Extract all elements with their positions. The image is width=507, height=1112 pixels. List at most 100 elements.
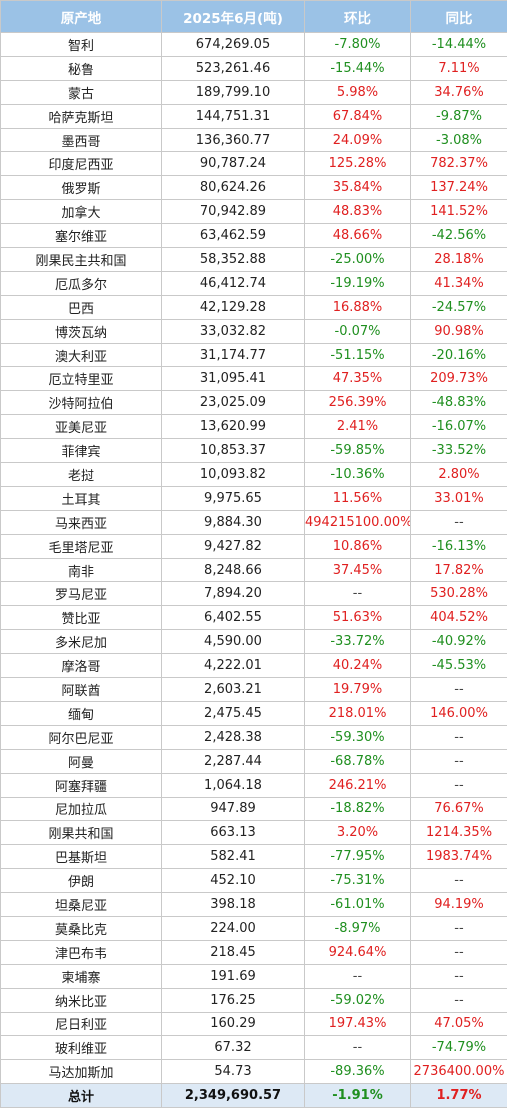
cell-yoy: 146.00% <box>410 700 507 726</box>
cell-yoy: -14.44% <box>410 32 507 57</box>
table-row: 阿塞拜疆 1,064.18 246.21% -- <box>0 772 507 798</box>
cell-origin: 土耳其 <box>0 485 162 511</box>
cell-mom: -- <box>304 581 411 607</box>
cell-yoy: -- <box>410 868 507 894</box>
cell-mom: 5.98% <box>304 79 411 105</box>
cell-origin: 尼日利亚 <box>0 1011 162 1037</box>
table-row: 刚果共和国 663.13 3.20% 1214.35% <box>0 820 507 846</box>
cell-mom: -- <box>304 1035 411 1061</box>
cell-origin: 赞比亚 <box>0 605 162 631</box>
table-row: 坦桑尼亚 398.18 -61.01% 94.19% <box>0 892 507 917</box>
cell-mom: -68.78% <box>304 748 411 774</box>
table-row: 塞尔维亚 63,462.59 48.66% -42.56% <box>0 223 507 249</box>
cell-yoy: -- <box>410 772 507 798</box>
cell-mom: 246.21% <box>304 772 411 798</box>
cell-mom: -15.44% <box>304 55 411 81</box>
cell-amount: 54.73 <box>161 1059 305 1085</box>
table-row: 阿联酋 2,603.21 19.79% -- <box>0 677 507 702</box>
total-label: 总计 <box>0 1083 162 1109</box>
table-row: 印度尼西亚 90,787.24 125.28% 782.37% <box>0 151 507 177</box>
cell-mom: 51.63% <box>304 605 411 631</box>
cell-mom: 11.56% <box>304 485 411 511</box>
cell-yoy: -20.16% <box>410 342 507 368</box>
cell-mom: 19.79% <box>304 677 411 702</box>
cell-amount: 9,975.65 <box>161 485 305 511</box>
header-row: 原产地 2025年6月(吨) 环比 同比 <box>0 0 507 33</box>
cell-amount: 4,222.01 <box>161 653 305 679</box>
cell-origin: 刚果共和国 <box>0 820 162 846</box>
cell-origin: 毛里塔尼亚 <box>0 533 162 559</box>
table-row: 摩洛哥 4,222.01 40.24% -45.53% <box>0 653 507 679</box>
cell-origin: 沙特阿拉伯 <box>0 390 162 416</box>
cell-yoy: 209.73% <box>410 366 507 392</box>
cell-amount: 90,787.24 <box>161 151 305 177</box>
cell-amount: 23,025.09 <box>161 390 305 416</box>
cell-yoy: 2.80% <box>410 462 507 487</box>
cell-amount: 160.29 <box>161 1011 305 1037</box>
cell-origin: 秘鲁 <box>0 55 162 81</box>
cell-mom: -59.30% <box>304 724 411 750</box>
cell-amount: 4,590.00 <box>161 629 305 655</box>
cell-origin: 尼加拉瓜 <box>0 796 162 822</box>
table-row: 哈萨克斯坦 144,751.31 67.84% -9.87% <box>0 103 507 129</box>
cell-yoy: 2736400.00% <box>410 1059 507 1085</box>
cell-origin: 阿联酋 <box>0 677 162 702</box>
cell-yoy: 1214.35% <box>410 820 507 846</box>
cell-yoy: -9.87% <box>410 103 507 129</box>
cell-mom: -19.19% <box>304 270 411 296</box>
cell-origin: 巴西 <box>0 294 162 320</box>
table-row: 玻利维亚 67.32 -- -74.79% <box>0 1035 507 1061</box>
cell-amount: 63,462.59 <box>161 223 305 249</box>
cell-origin: 加拿大 <box>0 199 162 225</box>
cell-yoy: -- <box>410 724 507 750</box>
cell-yoy: -- <box>410 915 507 941</box>
cell-origin: 蒙古 <box>0 79 162 105</box>
cell-yoy: 33.01% <box>410 485 507 511</box>
cell-mom: 24.09% <box>304 127 411 153</box>
cell-mom: 2.41% <box>304 414 411 440</box>
cell-origin: 澳大利亚 <box>0 342 162 368</box>
cell-mom: -10.36% <box>304 462 411 487</box>
total-row: 总计 2,349,690.57 -1.91% 1.77% <box>0 1083 507 1109</box>
cell-yoy: -45.53% <box>410 653 507 679</box>
cell-yoy: 137.24% <box>410 175 507 201</box>
cell-yoy: 34.76% <box>410 79 507 105</box>
table-row: 老挝 10,093.82 -10.36% 2.80% <box>0 462 507 487</box>
cell-mom: -33.72% <box>304 629 411 655</box>
cell-amount: 144,751.31 <box>161 103 305 129</box>
cell-amount: 189,799.10 <box>161 79 305 105</box>
cell-mom: -18.82% <box>304 796 411 822</box>
cell-amount: 67.32 <box>161 1035 305 1061</box>
cell-mom: 37.45% <box>304 557 411 583</box>
table-row: 厄瓜多尔 46,412.74 -19.19% 41.34% <box>0 270 507 296</box>
cell-origin: 马来西亚 <box>0 509 162 535</box>
cell-amount: 70,942.89 <box>161 199 305 225</box>
table-row: 尼日利亚 160.29 197.43% 47.05% <box>0 1011 507 1037</box>
table-row: 菲律宾 10,853.37 -59.85% -33.52% <box>0 438 507 464</box>
cell-yoy: 94.19% <box>410 892 507 917</box>
header-amount: 2025年6月(吨) <box>161 0 305 33</box>
table-row: 墨西哥 136,360.77 24.09% -3.08% <box>0 127 507 153</box>
cell-origin: 津巴布韦 <box>0 939 162 965</box>
cell-origin: 厄立特里亚 <box>0 366 162 392</box>
cell-origin: 印度尼西亚 <box>0 151 162 177</box>
cell-origin: 多米尼加 <box>0 629 162 655</box>
cell-mom: -59.02% <box>304 987 411 1013</box>
cell-yoy: -16.13% <box>410 533 507 559</box>
table-row: 纳米比亚 176.25 -59.02% -- <box>0 987 507 1013</box>
cell-amount: 398.18 <box>161 892 305 917</box>
cell-amount: 218.45 <box>161 939 305 965</box>
cell-origin: 哈萨克斯坦 <box>0 103 162 129</box>
cell-mom: 48.83% <box>304 199 411 225</box>
cell-mom: 16.88% <box>304 294 411 320</box>
cell-amount: 1,064.18 <box>161 772 305 798</box>
cell-yoy: -40.92% <box>410 629 507 655</box>
table-row: 土耳其 9,975.65 11.56% 33.01% <box>0 485 507 511</box>
table-row: 阿曼 2,287.44 -68.78% -- <box>0 748 507 774</box>
cell-origin: 墨西哥 <box>0 127 162 153</box>
cell-yoy: 90.98% <box>410 318 507 344</box>
cell-amount: 452.10 <box>161 868 305 894</box>
table-row: 毛里塔尼亚 9,427.82 10.86% -16.13% <box>0 533 507 559</box>
table-footer: 总计 2,349,690.57 -1.91% 1.77% <box>0 1083 507 1109</box>
